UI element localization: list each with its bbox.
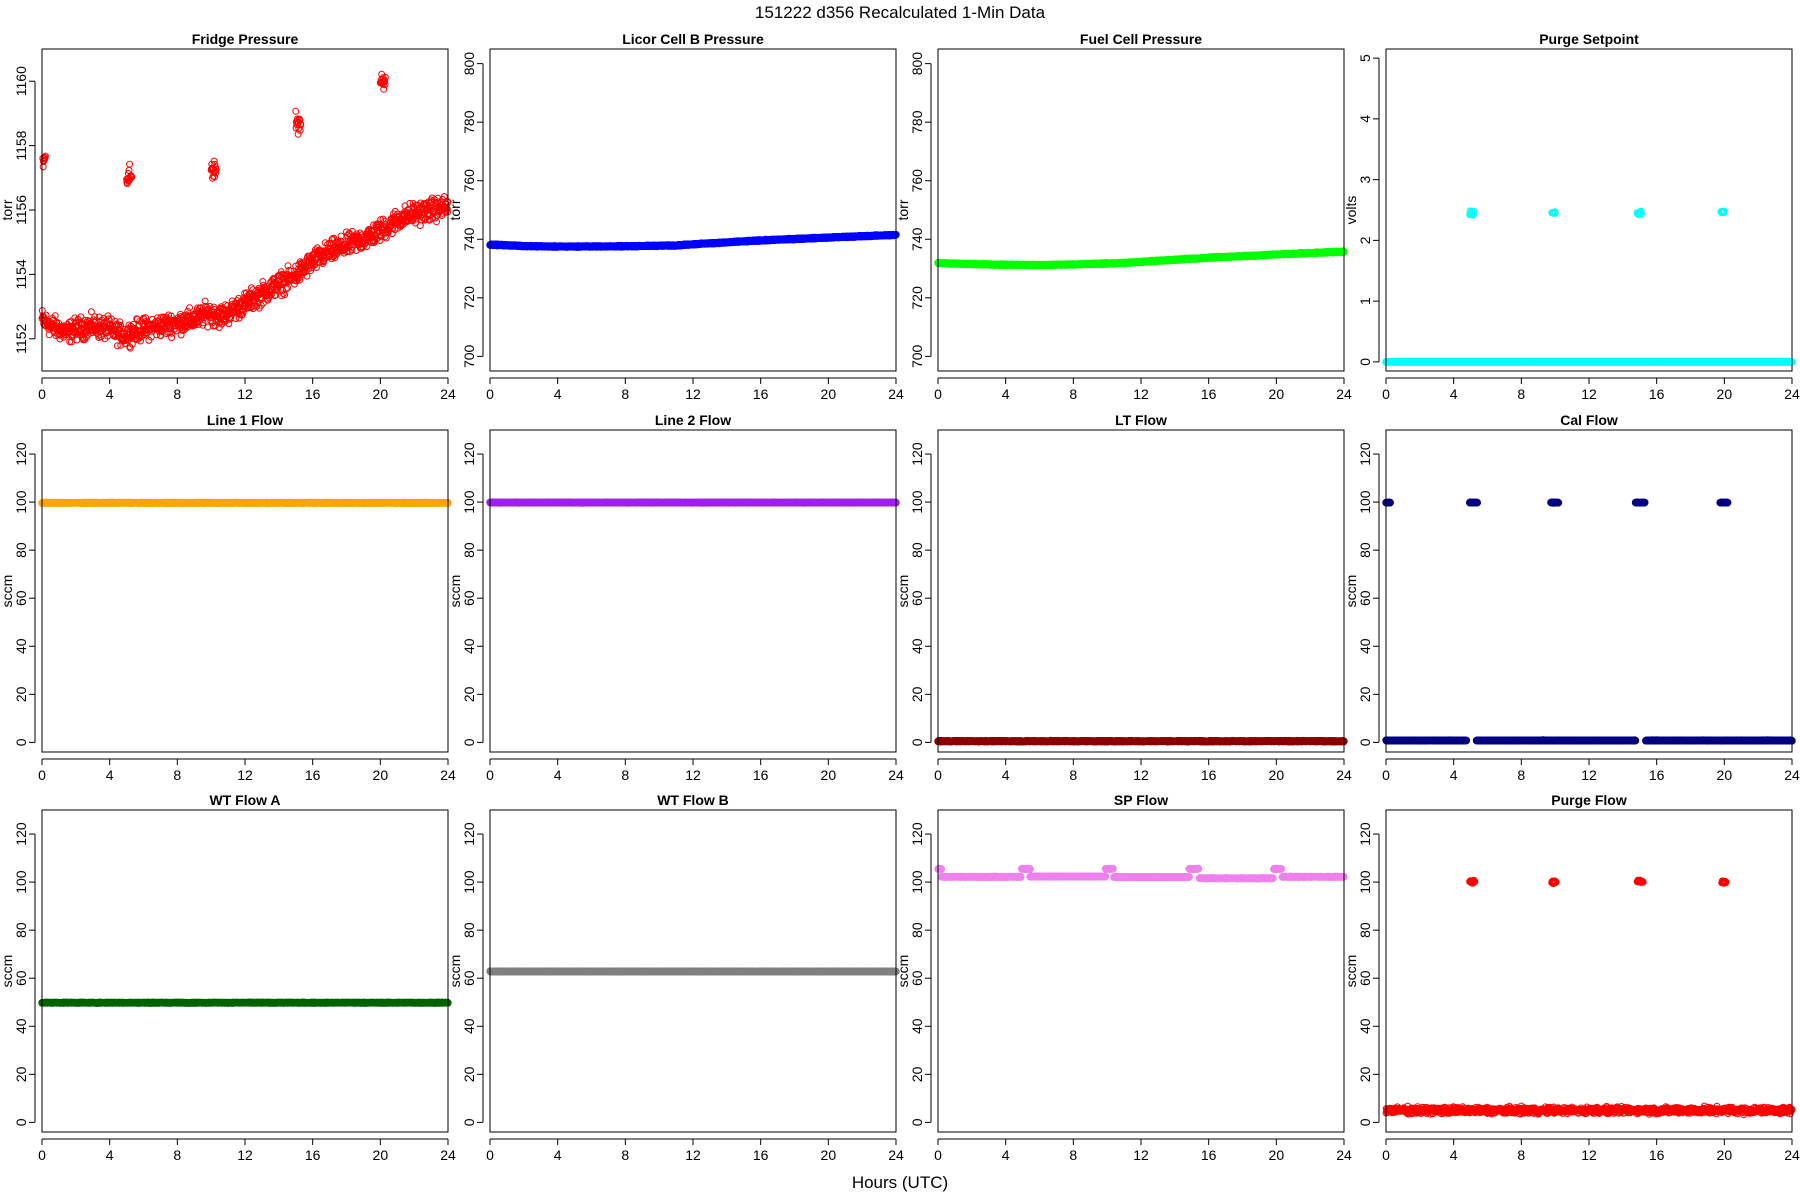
panel-title: Licor Cell B Pressure (622, 31, 764, 47)
y-tick-label: 1152 (13, 324, 29, 354)
y-tick-label: 780 (461, 110, 477, 134)
x-tick-label: 20 (373, 386, 389, 402)
x-tick-label: 0 (38, 386, 46, 402)
x-tick-label: 12 (685, 386, 701, 402)
x-tick-label: 0 (486, 386, 494, 402)
panel-title: Fuel Cell Pressure (1080, 31, 1202, 47)
figure-title: 151222 d356 Recalculated 1-Min Data (755, 3, 1046, 22)
y-axis-label: torr (895, 199, 911, 220)
x-tick-label: 24 (440, 386, 456, 402)
y-tick-label: 1158 (13, 130, 29, 160)
y-axis-label: torr (447, 199, 463, 220)
y-tick-label: 1154 (13, 259, 29, 289)
x-tick-label: 12 (237, 386, 253, 402)
x-tick-label: 16 (305, 386, 321, 402)
y-tick-label: 1156 (13, 195, 29, 225)
y-tick-label: 800 (461, 52, 477, 76)
x-tick-label: 4 (106, 386, 114, 402)
panel-title: Fridge Pressure (192, 31, 299, 47)
y-tick-label: 760 (461, 169, 477, 193)
y-tick-label: 740 (461, 227, 477, 251)
x-tick-label: 8 (621, 386, 629, 402)
y-tick-label: 700 (461, 344, 477, 368)
y-tick-label: 720 (461, 286, 477, 310)
x-tick-label: 16 (753, 386, 769, 402)
x-tick-label: 24 (888, 386, 904, 402)
x-tick-label: 8 (173, 386, 181, 402)
figure-x-axis-label: Hours (UTC) (852, 1173, 948, 1192)
x-tick-label: 20 (821, 386, 837, 402)
x-tick-label: 4 (554, 386, 562, 402)
y-tick-label: 1160 (13, 66, 29, 96)
